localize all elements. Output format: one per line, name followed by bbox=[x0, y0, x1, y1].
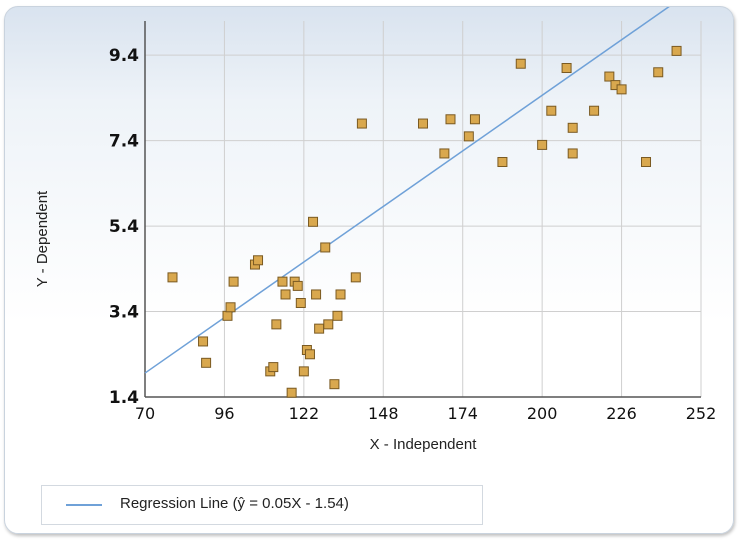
data-point bbox=[469, 114, 480, 125]
y-tick-label: 5.4 bbox=[109, 217, 139, 237]
y-tick-label: 3.4 bbox=[109, 303, 139, 323]
data-point bbox=[311, 289, 322, 300]
data-point bbox=[271, 319, 282, 330]
x-tick-label: 226 bbox=[606, 404, 637, 423]
x-tick-label: 200 bbox=[527, 404, 558, 423]
data-points bbox=[167, 45, 682, 398]
data-point bbox=[201, 357, 212, 368]
data-point bbox=[225, 302, 236, 313]
data-point bbox=[298, 366, 309, 377]
data-point bbox=[286, 387, 297, 398]
data-point bbox=[329, 379, 340, 390]
data-point bbox=[561, 63, 572, 73]
data-point bbox=[537, 139, 548, 150]
data-point bbox=[228, 276, 239, 287]
legend-label: Regression Line (ŷ = 0.05X - 1.54) bbox=[120, 495, 349, 512]
data-point bbox=[167, 272, 178, 283]
data-point bbox=[589, 105, 600, 116]
chart-panel: 1.4 3.4 5.4 7.4 9.4 70 96 122 148 174 200 226 252 X… bbox=[4, 6, 734, 534]
data-point bbox=[671, 45, 682, 56]
plot-frame bbox=[144, 21, 701, 398]
data-point bbox=[439, 148, 450, 159]
data-point bbox=[320, 242, 331, 253]
data-point bbox=[350, 272, 361, 283]
x-tick-label: 252 bbox=[686, 404, 717, 423]
data-point bbox=[463, 131, 474, 142]
x-tick-label: 174 bbox=[447, 404, 478, 423]
data-point bbox=[497, 157, 508, 167]
data-point bbox=[567, 122, 578, 133]
y-tick-label: 7.4 bbox=[109, 132, 139, 152]
data-point bbox=[292, 280, 303, 291]
data-point bbox=[280, 289, 291, 300]
y-tick-label: 1.4 bbox=[109, 388, 139, 408]
data-point bbox=[356, 118, 367, 129]
data-point bbox=[616, 84, 627, 95]
regression-line-layer bbox=[144, 7, 670, 374]
legend-line-swatch bbox=[66, 504, 102, 506]
data-point bbox=[515, 58, 526, 69]
data-point bbox=[418, 118, 428, 129]
data-point bbox=[653, 67, 664, 78]
grid bbox=[144, 21, 702, 398]
x-tick-label: 148 bbox=[368, 404, 399, 423]
data-point bbox=[335, 289, 346, 300]
data-point bbox=[253, 255, 264, 266]
data-point bbox=[641, 157, 652, 167]
y-tick-labels: 1.4 3.4 5.4 7.4 9.4 bbox=[109, 46, 139, 408]
data-point bbox=[222, 310, 233, 321]
y-tick-label: 9.4 bbox=[109, 46, 139, 66]
data-point bbox=[295, 298, 306, 308]
data-point bbox=[546, 105, 557, 116]
x-tick-label: 70 bbox=[135, 404, 155, 423]
regression-line bbox=[144, 7, 670, 374]
x-tick-labels: 70 96 122 148 174 200 226 252 bbox=[135, 404, 716, 423]
data-point bbox=[308, 216, 319, 227]
data-point bbox=[332, 310, 343, 321]
x-axis-title: X - Independent bbox=[370, 436, 478, 453]
data-point bbox=[268, 362, 279, 373]
data-point bbox=[567, 148, 578, 159]
data-point bbox=[445, 114, 456, 125]
x-tick-label: 96 bbox=[214, 404, 234, 423]
legend: Regression Line (ŷ = 0.05X - 1.54) bbox=[41, 485, 483, 525]
data-point bbox=[604, 71, 615, 82]
data-point bbox=[277, 276, 288, 287]
data-point bbox=[314, 323, 325, 334]
x-tick-label: 122 bbox=[289, 404, 320, 423]
data-point bbox=[198, 336, 209, 347]
data-point bbox=[323, 319, 334, 330]
y-axis-title: Y - Dependent bbox=[34, 190, 51, 287]
data-point bbox=[304, 349, 315, 360]
scatter-chart: 1.4 3.4 5.4 7.4 9.4 70 96 122 148 174 200 226 252 X… bbox=[34, 7, 716, 453]
